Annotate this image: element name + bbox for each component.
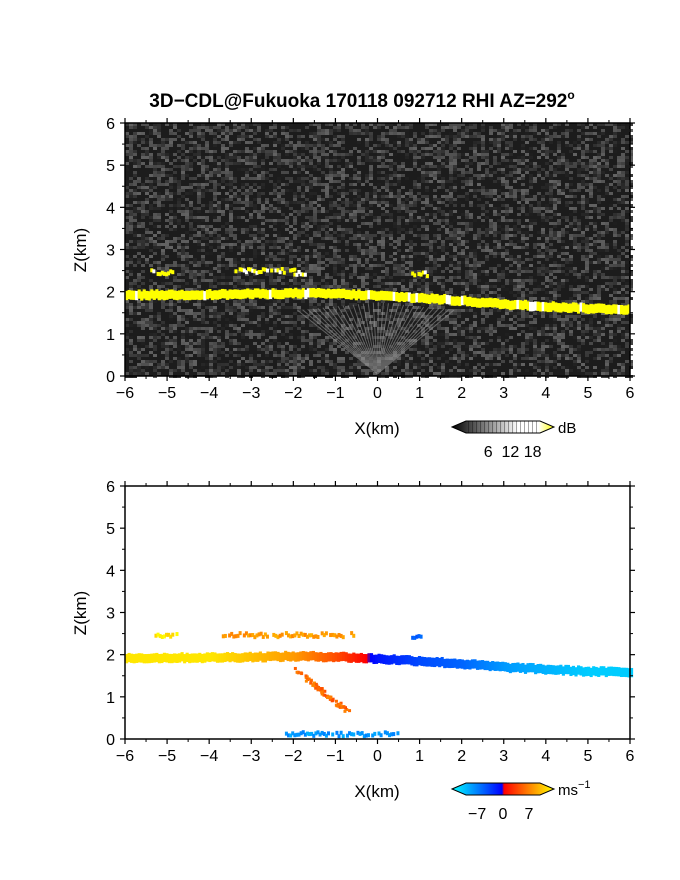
reflectivity-y-tick-label: 1 bbox=[106, 327, 115, 344]
velocity-x-tick-label: 4 bbox=[541, 748, 550, 765]
reflectivity-x-tick-label: −5 bbox=[158, 385, 176, 402]
velocity-unit-exponent: −1 bbox=[578, 779, 591, 791]
velocity-feature-upper-patch bbox=[221, 631, 356, 640]
velocity-y-tick-label: 2 bbox=[106, 648, 115, 665]
velocity-feature-fall-streak bbox=[293, 666, 352, 713]
velocity-feature-main-layer bbox=[125, 650, 634, 678]
reflectivity-x-tick-label: −6 bbox=[116, 385, 134, 402]
reflectivity-x-tick-label: 6 bbox=[626, 385, 635, 402]
reflectivity-x-axis: −6 −5 −4 −3 −2 −1 0 1 2 3 4 5 6 bbox=[116, 118, 635, 402]
reflectivity-x-tick-label: −1 bbox=[326, 385, 344, 402]
velocity-x-tick-label: −1 bbox=[326, 748, 344, 765]
reflectivity-x-tick-label: −4 bbox=[200, 385, 218, 402]
velocity-x-tick-label: −6 bbox=[116, 748, 134, 765]
reflectivity-y-label: Z(km) bbox=[71, 228, 90, 272]
velocity-y-tick-label: 5 bbox=[106, 521, 115, 538]
velocity-colorbar-unit: ms−1 bbox=[558, 779, 591, 799]
velocity-y-label: Z(km) bbox=[71, 591, 90, 635]
velocity-colorbar-bar bbox=[450, 782, 556, 796]
figure-title: 3D−CDL@Fukuoka 170118 092712 RHI AZ=292o bbox=[149, 88, 574, 112]
reflectivity-near-field-cone bbox=[297, 302, 455, 375]
velocity-colorbar-tick-label: 7 bbox=[524, 806, 533, 823]
velocity-y-tick-label: 4 bbox=[106, 563, 115, 580]
reflectivity-x-tick-label: −3 bbox=[242, 385, 260, 402]
reflectivity-colorbar-tick-label: 6 bbox=[484, 444, 493, 461]
reflectivity-x-tick-label: 2 bbox=[457, 385, 466, 402]
reflectivity-y-axis: 0 1 2 3 4 5 6 bbox=[106, 116, 635, 386]
velocity-feature-near-surface bbox=[284, 730, 400, 739]
reflectivity-feature-main-layer bbox=[125, 287, 634, 315]
velocity-y-tick-label: 0 bbox=[106, 732, 115, 749]
velocity-feature-upper-patch bbox=[154, 632, 179, 639]
velocity-x-tick-label: 3 bbox=[499, 748, 508, 765]
reflectivity-x-tick-label: 0 bbox=[373, 385, 382, 402]
reflectivity-x-tick-label: 1 bbox=[415, 385, 424, 402]
reflectivity-colorbar-tick-label: 12 bbox=[502, 444, 520, 461]
reflectivity-y-tick-label: 2 bbox=[106, 285, 115, 302]
reflectivity-colorbar-tick-labels: 6 12 18 bbox=[484, 444, 542, 461]
velocity-x-tick-label: 5 bbox=[583, 748, 592, 765]
reflectivity-y-tick-label: 6 bbox=[106, 116, 115, 133]
velocity-x-tick-label: 0 bbox=[373, 748, 382, 765]
reflectivity-feature-upper-patch bbox=[150, 268, 175, 277]
reflectivity-x-tick-label: 3 bbox=[499, 385, 508, 402]
velocity-x-tick-label: −5 bbox=[158, 748, 176, 765]
reflectivity-y-tick-label: 5 bbox=[106, 158, 115, 175]
velocity-x-tick-label: −2 bbox=[284, 748, 302, 765]
reflectivity-y-tick-label: 0 bbox=[106, 369, 115, 386]
reflectivity-x-tick-label: 5 bbox=[583, 385, 592, 402]
reflectivity-colorbar-tick-label: 18 bbox=[524, 444, 542, 461]
reflectivity-colorbar-unit: dB bbox=[558, 420, 576, 437]
velocity-y-tick-label: 6 bbox=[106, 479, 115, 496]
reflectivity-feature-upper-patch bbox=[234, 266, 297, 275]
reflectivity-x-label: X(km) bbox=[354, 419, 399, 438]
velocity-x-tick-label: 1 bbox=[415, 748, 424, 765]
velocity-y-tick-label: 3 bbox=[106, 606, 115, 623]
velocity-colorbar-tick-labels: −7 0 7 bbox=[468, 806, 533, 823]
reflectivity-feature-upper-patch bbox=[293, 269, 307, 277]
reflectivity-colorbar-ticks bbox=[466, 421, 540, 433]
velocity-colorbar: ms−1 −7 0 7 bbox=[450, 779, 591, 823]
velocity-y-axis: 0 1 2 3 4 5 6 bbox=[106, 479, 635, 749]
reflectivity-plot-area bbox=[125, 123, 634, 378]
reflectivity-feature-upper-patch bbox=[411, 270, 429, 278]
velocity-colorbar-tick-label: 0 bbox=[499, 806, 508, 823]
velocity-plot-area bbox=[125, 631, 634, 739]
velocity-x-label: X(km) bbox=[354, 782, 399, 801]
reflectivity-x-tick-label: −2 bbox=[284, 385, 302, 402]
reflectivity-y-tick-label: 4 bbox=[106, 200, 115, 217]
degree-superscript: o bbox=[567, 88, 574, 102]
reflectivity-colorbar: dB 6 12 18 bbox=[450, 420, 576, 461]
velocity-x-axis: −6 −5 −4 −3 −2 −1 0 1 2 3 4 5 6 bbox=[116, 481, 635, 765]
velocity-x-tick-label: 6 bbox=[626, 748, 635, 765]
velocity-x-tick-label: −3 bbox=[242, 748, 260, 765]
velocity-y-tick-label: 1 bbox=[106, 690, 115, 707]
reflectivity-x-tick-label: 4 bbox=[541, 385, 550, 402]
velocity-colorbar-tick-label: −7 bbox=[468, 806, 486, 823]
velocity-x-tick-label: 2 bbox=[457, 748, 466, 765]
velocity-frame bbox=[124, 485, 631, 740]
velocity-x-tick-label: −4 bbox=[200, 748, 218, 765]
reflectivity-y-tick-label: 3 bbox=[106, 243, 115, 260]
velocity-feature-upper-patch bbox=[411, 634, 423, 640]
